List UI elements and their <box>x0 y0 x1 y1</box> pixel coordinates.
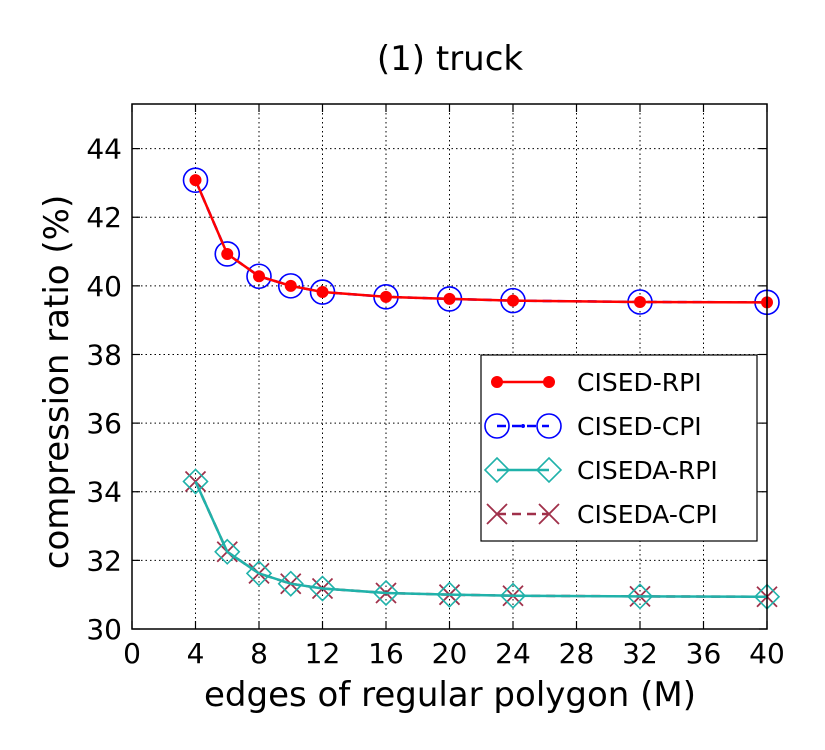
legend-dot <box>521 424 525 428</box>
data-point <box>436 581 463 608</box>
y-tick-label: 38 <box>86 338 122 371</box>
legend-marker <box>538 503 560 525</box>
legend-marker <box>536 413 562 439</box>
data-point <box>189 174 202 187</box>
y-tick-label: 34 <box>86 476 122 509</box>
data-point <box>380 290 392 303</box>
data-point <box>277 570 304 597</box>
data-point <box>246 263 272 290</box>
data-point <box>372 579 400 607</box>
data-point <box>443 292 456 305</box>
data-point <box>182 468 209 495</box>
legend-label: CISED-CPI <box>577 412 702 441</box>
series-cised-rpi <box>189 174 773 309</box>
data-point <box>214 538 241 565</box>
y-tick-label: 40 <box>86 270 122 303</box>
data-point <box>309 575 336 602</box>
legend-marker <box>486 503 508 525</box>
legend-entry-cised-cpi: CISED-CPI <box>484 412 702 441</box>
data-point <box>284 279 297 292</box>
legend-marker <box>543 376 555 388</box>
data-point <box>316 286 329 299</box>
data-point <box>277 273 304 299</box>
y-tick-label: 42 <box>86 201 122 234</box>
legend-box <box>480 354 758 542</box>
chart-title: (1) truck <box>377 39 524 79</box>
data-point <box>214 241 241 267</box>
legend-label: CISEDA-RPI <box>577 456 718 485</box>
x-tick-label: 36 <box>686 637 722 670</box>
data-point <box>221 247 234 260</box>
x-tick-label: 40 <box>749 637 785 670</box>
x-tick-label: 0 <box>123 637 141 670</box>
data-point <box>626 583 654 610</box>
x-tick-label: 28 <box>559 637 595 670</box>
data-point <box>507 294 519 307</box>
series-line <box>194 179 768 304</box>
legend-marker <box>535 456 563 484</box>
x-tick-label: 16 <box>368 637 404 670</box>
data-point <box>253 270 265 283</box>
x-axis-label: edges of regular polygon (M) <box>204 675 696 715</box>
x-tick-label: 24 <box>495 637 531 670</box>
y-tick-label: 32 <box>86 544 122 577</box>
legend-entry-cised-rpi: CISED-RPI <box>491 368 702 397</box>
series-line <box>194 480 768 598</box>
data-point <box>182 167 209 193</box>
legend-marker <box>484 413 510 439</box>
x-tick-label: 8 <box>250 637 268 670</box>
y-tick-label: 30 <box>86 613 122 646</box>
legend-entry-ciseda-rpi: CISEDA-RPI <box>483 456 718 485</box>
legend-marker <box>491 376 503 388</box>
y-axis-label: compression ratio (%) <box>37 195 77 569</box>
legend-entry-ciseda-cpi: CISEDA-CPI <box>486 500 718 529</box>
x-tick-label: 20 <box>432 637 468 670</box>
legend-label: CISED-RPI <box>577 368 702 397</box>
y-tick-label: 36 <box>86 407 122 440</box>
legend: CISED-RPI CISED-CPI CISEDA-RPI CISEDA-CPI <box>480 354 758 542</box>
x-tick-label: 4 <box>187 637 205 670</box>
x-tick-label: 32 <box>622 637 658 670</box>
data-point <box>634 295 646 308</box>
data-point <box>499 582 527 609</box>
y-tick-label: 44 <box>86 133 122 166</box>
legend-marker <box>483 456 511 484</box>
data-point <box>245 560 273 587</box>
x-tick-label: 12 <box>305 637 341 670</box>
legend-label: CISEDA-CPI <box>577 500 718 529</box>
axis-ticks: 0 4 8 12 16 20 24 28 32 36 40 30 32 34 36 38 40 42 44 <box>86 104 785 670</box>
series-cised-cpi <box>182 167 780 316</box>
